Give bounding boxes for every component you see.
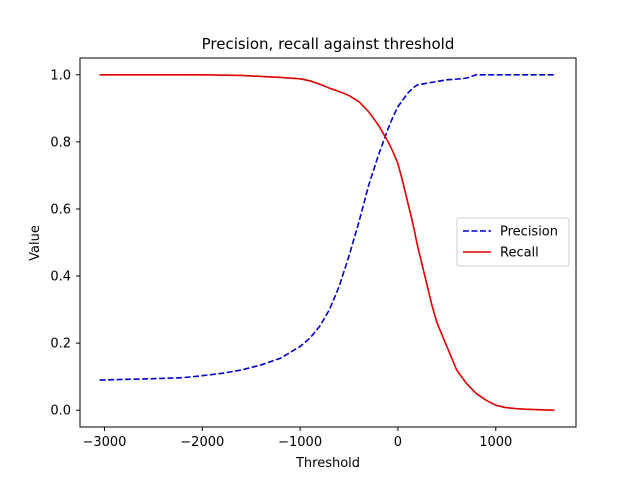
x-tick-label: −1000: [278, 435, 322, 450]
y-tick-label: 0.6: [50, 202, 71, 217]
y-tick-label: 0.4: [50, 270, 71, 285]
y-axis-title: Value: [28, 225, 43, 261]
y-tick-label: 0.0: [50, 404, 71, 419]
legend-label-precision: Precision: [500, 225, 558, 240]
series-line-precision: [99, 73, 555, 381]
y-axis-ticks: 0.0 0.2 0.4 0.6 0.8 1.0: [50, 68, 80, 419]
plot-lines: [99, 73, 555, 412]
x-axis-ticks: −3000 −2000 −1000 0 1000: [82, 427, 512, 450]
x-axis-title: Threshold: [295, 456, 360, 471]
chart-title: Precision, recall against threshold: [202, 35, 455, 53]
x-tick-label: −3000: [82, 435, 126, 450]
x-tick-label: 0: [394, 435, 402, 450]
x-tick-label: 1000: [479, 435, 512, 450]
x-tick-label: −2000: [180, 435, 224, 450]
series-line-recall: [99, 73, 555, 412]
y-tick-label: 0.2: [50, 337, 71, 352]
y-tick-label: 1.0: [50, 68, 71, 83]
y-tick-label: 0.8: [50, 135, 71, 150]
legend-box: [456, 217, 570, 267]
legend: Precision Recall: [456, 217, 570, 267]
legend-label-recall: Recall: [500, 246, 539, 261]
plot-frame: [79, 57, 577, 428]
